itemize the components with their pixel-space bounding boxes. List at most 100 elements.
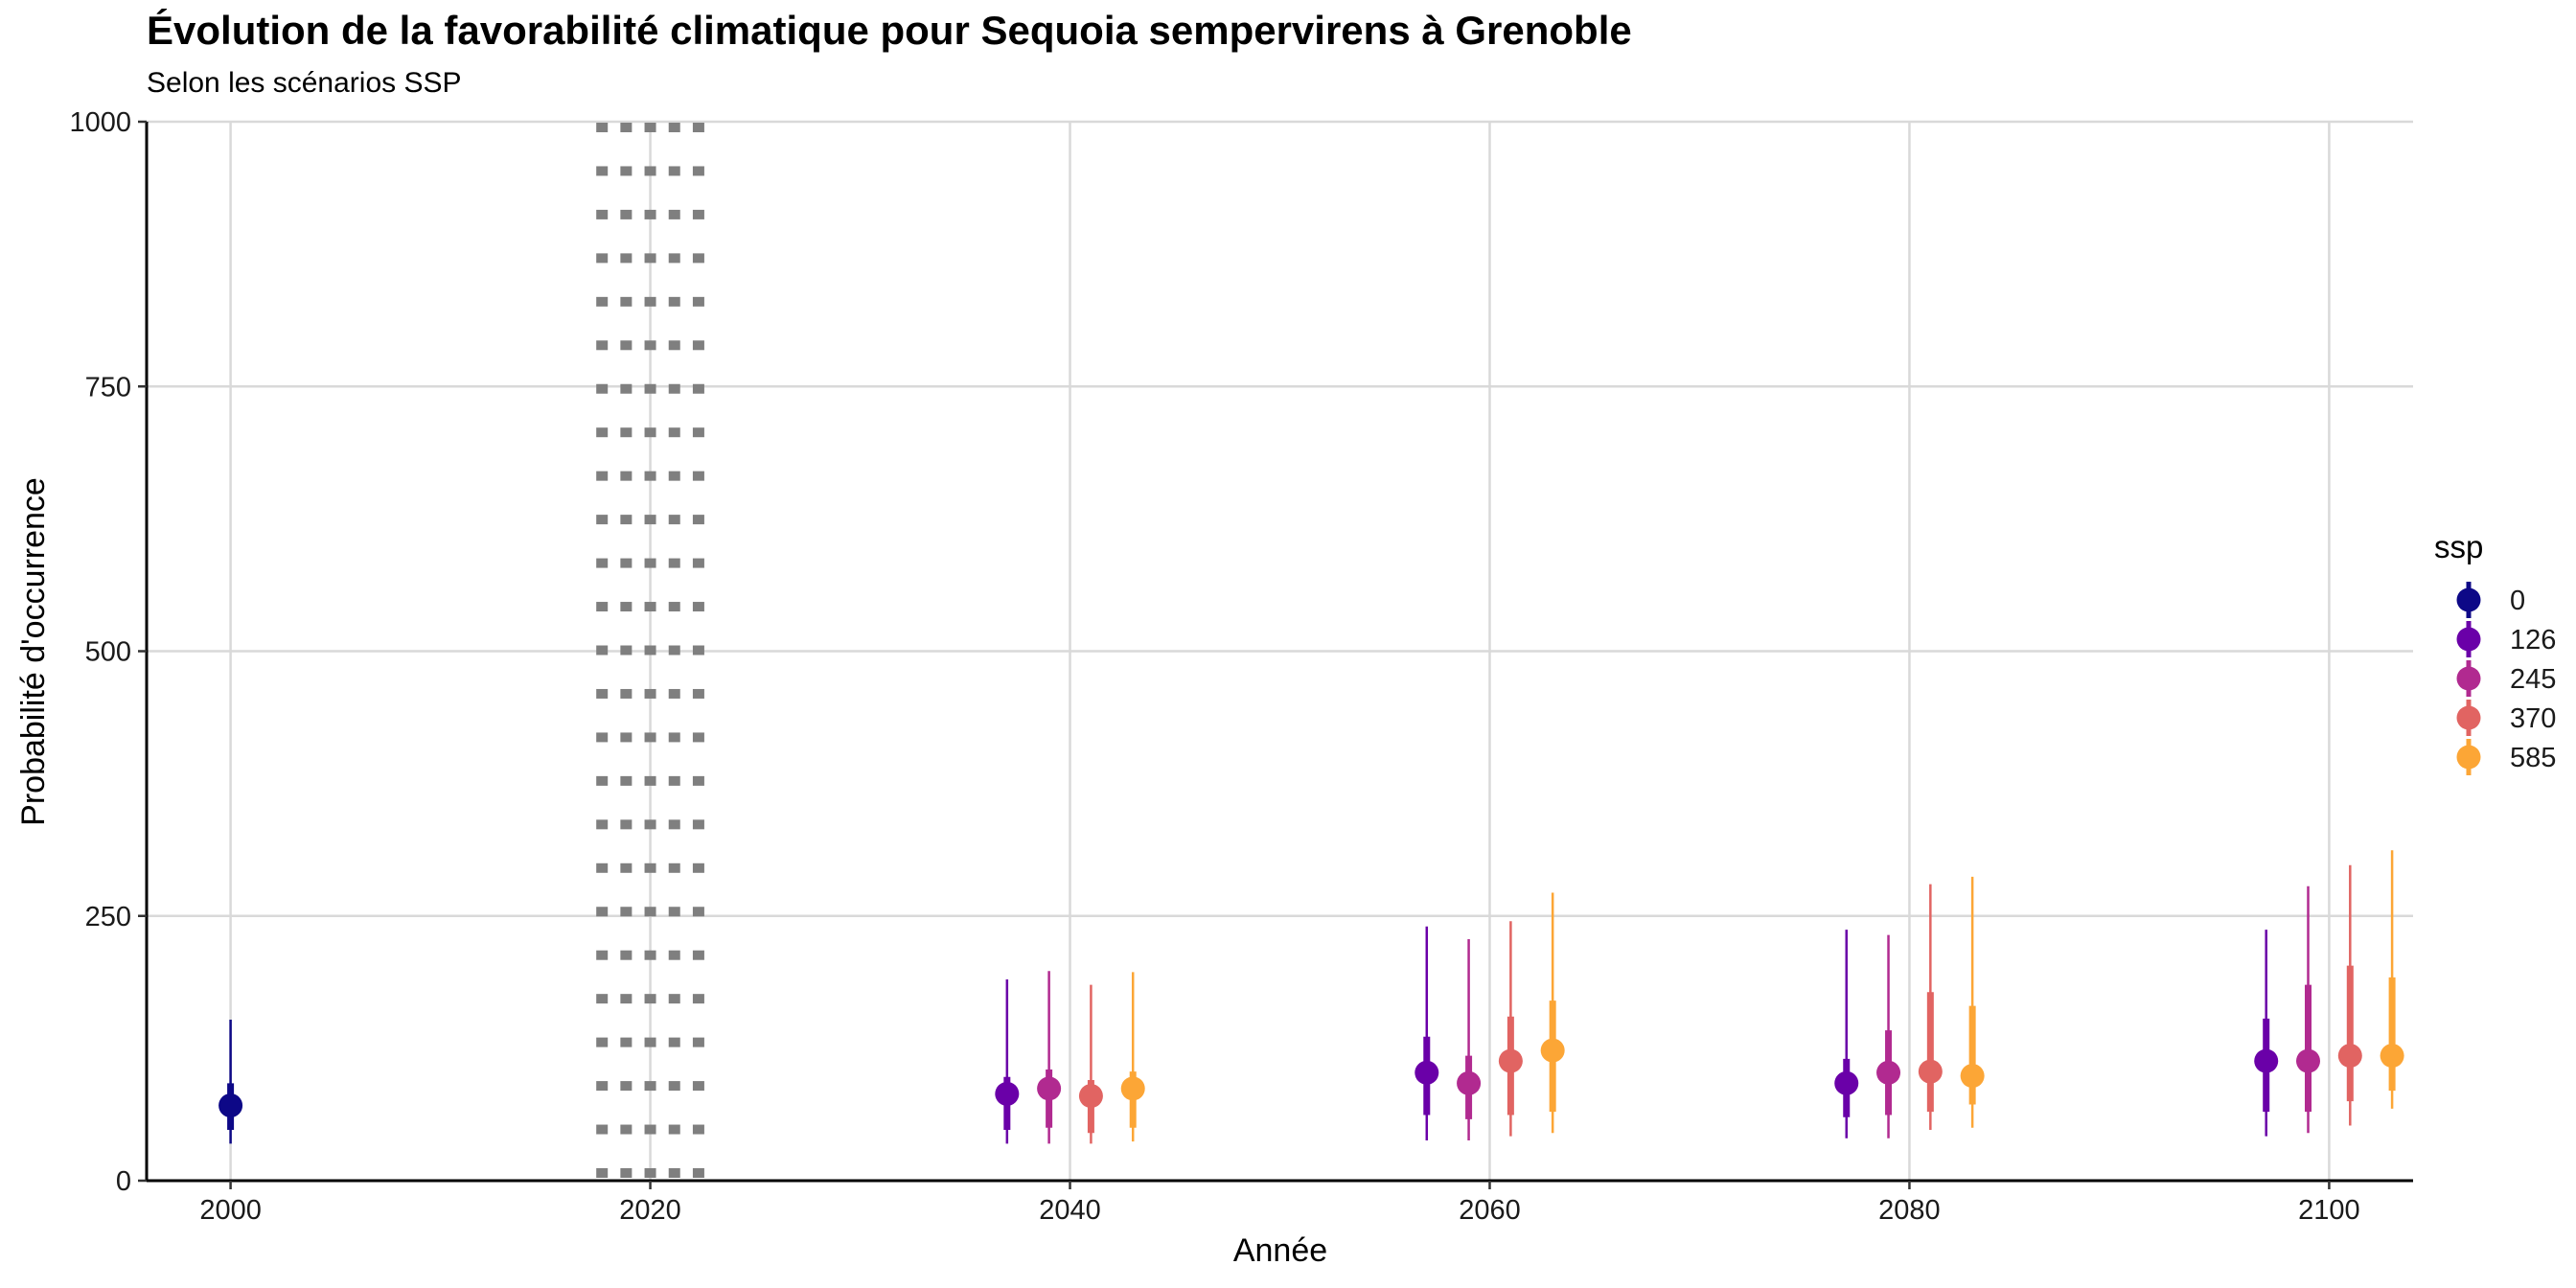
reference-band-dot <box>668 907 680 917</box>
reference-band-dot <box>644 819 656 830</box>
legend-label: 585 <box>2510 743 2556 773</box>
reference-band-dot <box>620 123 632 132</box>
data-point <box>1540 1038 1565 1063</box>
reference-band-dot <box>620 1124 632 1135</box>
reference-band-dot <box>692 645 704 656</box>
axes: 0 250 500 750 1000 2000 2020 2040 2060 2080 2100 <box>69 107 2413 1226</box>
reference-band-dot <box>620 471 632 481</box>
grid-lines <box>147 120 2413 1183</box>
reference-band-dot <box>596 602 609 612</box>
data-point <box>2254 1048 2279 1073</box>
legend-key <box>2456 621 2481 657</box>
legend-key <box>2456 660 2481 697</box>
reference-band-dot <box>692 296 704 307</box>
reference-band-dot <box>692 1081 704 1092</box>
reference-band-dot <box>620 732 632 743</box>
y-tick-label: 750 <box>85 372 131 402</box>
reference-band-dot <box>596 296 609 307</box>
reference-band-dot <box>596 166 609 176</box>
reference-band-dot <box>692 1168 704 1178</box>
data-point <box>1457 1070 1482 1095</box>
y-tick-label: 0 <box>116 1166 131 1197</box>
x-tick-label: 2040 <box>1039 1195 1101 1226</box>
reference-band-dot <box>668 123 680 132</box>
reference-band-dot <box>596 209 609 219</box>
legend-key <box>2456 739 2481 775</box>
chart-subtitle: Selon les scénarios SSP <box>147 67 462 99</box>
reference-band-dot <box>596 383 609 394</box>
reference-band-dot <box>596 123 609 132</box>
reference-band-dot <box>644 1037 656 1047</box>
reference-band-dot <box>692 123 704 132</box>
legend-label: 245 <box>2510 664 2556 695</box>
reference-band-dot <box>668 515 680 525</box>
reference-band-dot <box>668 775 680 786</box>
reference-band-dot <box>668 645 680 656</box>
reference-band-dot <box>668 166 680 176</box>
reference-band-dot <box>668 253 680 264</box>
reference-band-dot <box>668 296 680 307</box>
reference-band-dot <box>620 994 632 1004</box>
legend-label: 370 <box>2510 703 2556 734</box>
reference-band-dot <box>668 819 680 830</box>
y-tick-label: 1000 <box>69 107 131 138</box>
reference-band-dot <box>644 862 656 873</box>
reference-band-dot <box>596 907 609 917</box>
reference-band-dot <box>692 558 704 568</box>
reference-band-dot <box>620 819 632 830</box>
chart-title: Évolution de la favorabilité climatique … <box>147 8 1632 53</box>
reference-band-dot <box>620 209 632 219</box>
reference-band-dot <box>668 732 680 743</box>
reference-band-dot <box>596 994 609 1004</box>
reference-band-dot <box>644 950 656 960</box>
reference-band-dot <box>620 296 632 307</box>
reference-band-dot <box>620 602 632 612</box>
reference-band-dot <box>644 209 656 219</box>
data-point <box>1414 1060 1439 1085</box>
reference-band-dot <box>692 427 704 438</box>
reference-band-dot <box>644 123 656 132</box>
reference-band-dot <box>692 340 704 351</box>
data-point <box>1078 1084 1103 1109</box>
data-point <box>1918 1059 1943 1084</box>
reference-band-dot <box>668 862 680 873</box>
reference-band-dot <box>620 645 632 656</box>
reference-band-dot <box>596 950 609 960</box>
reference-band-dot <box>644 166 656 176</box>
x-tick-label: 2060 <box>1459 1195 1521 1226</box>
reference-band-dot <box>668 1124 680 1135</box>
data-point <box>1960 1064 1985 1089</box>
legend-label: 126 <box>2510 625 2556 656</box>
reference-band-dot <box>644 907 656 917</box>
x-axis-title: Année <box>1233 1232 1327 1269</box>
data-point <box>1876 1060 1901 1085</box>
reference-band-dot <box>596 1081 609 1092</box>
reference-band-dot <box>596 340 609 351</box>
reference-band-dot <box>644 775 656 786</box>
reference-band-dot <box>596 253 609 264</box>
reference-band-dot <box>668 994 680 1004</box>
data-point <box>1037 1076 1062 1101</box>
reference-band-dot <box>596 688 609 699</box>
reference-band-dot <box>668 209 680 219</box>
legend-key <box>2456 582 2481 618</box>
reference-band-dot <box>644 383 656 394</box>
reference-band-dot <box>620 166 632 176</box>
x-tick-label: 2020 <box>619 1195 681 1226</box>
reference-band-dot <box>692 994 704 1004</box>
reference-band-dot <box>644 1124 656 1135</box>
x-tick-label: 2080 <box>1878 1195 1941 1226</box>
reference-band-dot <box>596 645 609 656</box>
reference-band-2020 <box>596 123 704 1178</box>
data-point <box>995 1081 1020 1106</box>
reference-band-dot <box>668 602 680 612</box>
reference-band-dot <box>692 862 704 873</box>
reference-band-dot <box>692 688 704 699</box>
reference-band-dot <box>644 645 656 656</box>
reference-band-dot <box>596 1037 609 1047</box>
reference-band-dot <box>620 340 632 351</box>
data-marks <box>218 850 2404 1144</box>
reference-band-dot <box>692 515 704 525</box>
reference-band-dot <box>692 1124 704 1135</box>
